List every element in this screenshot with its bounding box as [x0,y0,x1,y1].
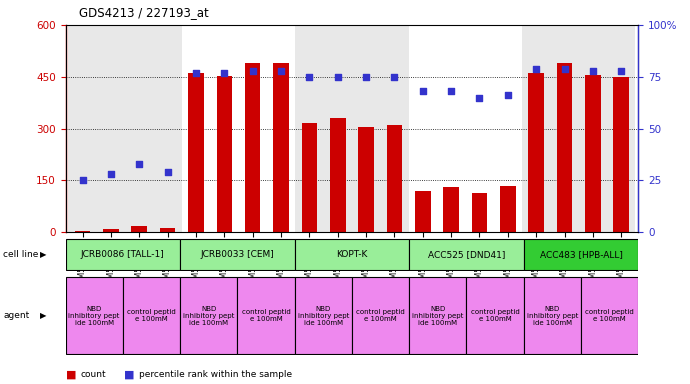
Bar [75,230,90,232]
Point [559,65,570,71]
Point [134,161,145,167]
Bar [529,73,544,232]
FancyBboxPatch shape [66,239,180,270]
Text: NBD
inhibitory pept
ide 100mM: NBD inhibitory pept ide 100mM [183,306,235,326]
Bar [500,186,515,232]
Text: NBD
inhibitory pept
ide 100mM: NBD inhibitory pept ide 100mM [526,306,578,326]
Point [332,74,343,80]
Point [389,74,400,80]
Point [190,70,201,76]
Point [106,171,117,177]
FancyBboxPatch shape [123,277,180,354]
Bar [386,125,402,232]
FancyBboxPatch shape [352,277,409,354]
Text: ACC525 [DND41]: ACC525 [DND41] [428,250,505,259]
Point [615,68,627,74]
FancyBboxPatch shape [524,239,638,270]
Text: ■: ■ [124,369,135,379]
Bar [302,124,317,232]
Text: JCRB0086 [TALL-1]: JCRB0086 [TALL-1] [81,250,165,259]
FancyBboxPatch shape [295,239,409,270]
Point [531,65,542,71]
FancyBboxPatch shape [409,239,524,270]
Bar [295,25,408,232]
Bar [613,77,629,232]
Text: ■: ■ [66,369,76,379]
Text: ▶: ▶ [40,250,46,259]
Bar [188,73,204,232]
FancyBboxPatch shape [581,277,638,354]
Bar [585,75,601,232]
Text: control peptid
e 100mM: control peptid e 100mM [356,310,405,322]
FancyBboxPatch shape [180,239,295,270]
Point [446,88,457,94]
FancyBboxPatch shape [524,277,581,354]
Text: NBD
inhibitory pept
ide 100mM: NBD inhibitory pept ide 100mM [297,306,349,326]
Point [275,68,286,74]
FancyBboxPatch shape [466,277,524,354]
Text: JCRB0033 [CEM]: JCRB0033 [CEM] [201,250,274,259]
Bar [217,76,232,232]
Text: ▶: ▶ [40,311,46,320]
Text: NBD
inhibitory pept
ide 100mM: NBD inhibitory pept ide 100mM [412,306,464,326]
Bar [273,63,289,232]
FancyBboxPatch shape [180,277,237,354]
Bar [132,226,147,232]
Bar [103,229,119,232]
Point [417,88,428,94]
Point [474,94,485,101]
Point [77,177,88,184]
Text: agent: agent [3,311,30,320]
Text: percentile rank within the sample: percentile rank within the sample [139,371,293,379]
Point [247,68,258,74]
Point [502,93,513,99]
Bar [358,127,374,232]
Bar [68,25,181,232]
Text: count: count [81,371,106,379]
Bar [245,63,260,232]
Point [304,74,315,80]
Text: NBD
inhibitory pept
ide 100mM: NBD inhibitory pept ide 100mM [68,306,120,326]
Text: control peptid
e 100mM: control peptid e 100mM [585,310,634,322]
Text: KOPT-K: KOPT-K [336,250,368,259]
Bar [330,118,346,232]
Text: ACC483 [HPB-ALL]: ACC483 [HPB-ALL] [540,250,622,259]
Point [587,68,598,74]
FancyBboxPatch shape [295,277,352,354]
Bar [415,191,431,232]
Text: cell line: cell line [3,250,39,259]
Point [162,169,173,175]
FancyBboxPatch shape [237,277,295,354]
FancyBboxPatch shape [409,277,466,354]
FancyBboxPatch shape [66,277,123,354]
Point [219,70,230,76]
Bar [472,193,487,232]
Text: control peptid
e 100mM: control peptid e 100mM [471,310,520,322]
Text: control peptid
e 100mM: control peptid e 100mM [127,310,176,322]
Bar [522,25,635,232]
Point [361,74,372,80]
Bar [557,63,572,232]
Bar [181,25,295,232]
Bar [160,228,175,232]
Bar [444,187,459,232]
Bar [408,25,522,232]
Text: GDS4213 / 227193_at: GDS4213 / 227193_at [79,6,209,19]
Text: control peptid
e 100mM: control peptid e 100mM [241,310,290,322]
